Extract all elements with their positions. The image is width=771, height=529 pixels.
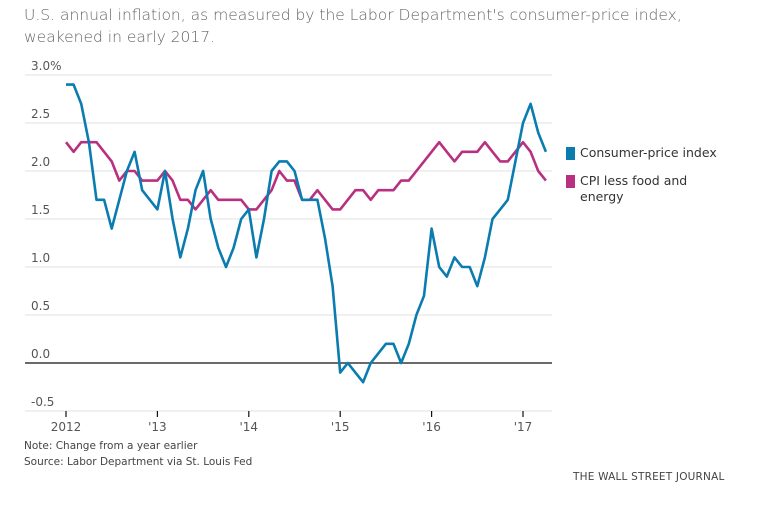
y-tick-label: 0.5 (31, 299, 50, 313)
y-tick-label: 2.0 (31, 155, 50, 169)
legend-label-core-cpi: CPI less food and energy (580, 173, 688, 204)
y-tick-label: -0.5 (31, 395, 54, 409)
legend-swatch-cpi (566, 147, 575, 160)
legend-label-cpi: Consumer-price index (580, 145, 717, 160)
y-axis-labels: 3.0% 2.5 2.0 1.5 1.0 0.5 0.0 -0.5 (31, 59, 62, 409)
x-tick-label: '15 (331, 420, 350, 434)
chart-notes: Note: Change from a year earlier Source:… (24, 438, 252, 470)
chart-title: U.S. annual inflation, as measured by th… (24, 6, 682, 46)
publisher-brand: THE WALL STREET JOURNAL (573, 471, 725, 483)
x-tick-label: '17 (514, 420, 533, 434)
y-tick-label: 1.0 (31, 251, 50, 265)
y-tick-label: 2.5 (31, 107, 50, 121)
legend-item-cpi: Consumer-price index (566, 145, 756, 161)
gridlines (25, 74, 552, 412)
source-text: Source: Labor Department via St. Louis F… (24, 456, 253, 468)
x-tick-label: '16 (422, 420, 441, 434)
x-tick-label: '13 (148, 420, 167, 434)
y-tick-label: 1.5 (31, 203, 50, 217)
legend-swatch-core-cpi (566, 175, 575, 188)
x-tick-label: '14 (240, 420, 259, 434)
x-tick-label: 2012 (51, 420, 82, 434)
legend: Consumer-price index CPI less food and e… (566, 145, 756, 217)
y-tick-label: 3.0% (31, 59, 62, 73)
x-axis: 2012 '13 '14 '15 '16 '17 (51, 411, 533, 434)
series-line-cpi (66, 83, 548, 384)
legend-item-core-cpi: CPI less food and energy (566, 173, 705, 205)
series-lines (64, 83, 548, 384)
y-tick-label: 0.0 (31, 347, 50, 361)
note-text: Note: Change from a year earlier (24, 440, 198, 452)
